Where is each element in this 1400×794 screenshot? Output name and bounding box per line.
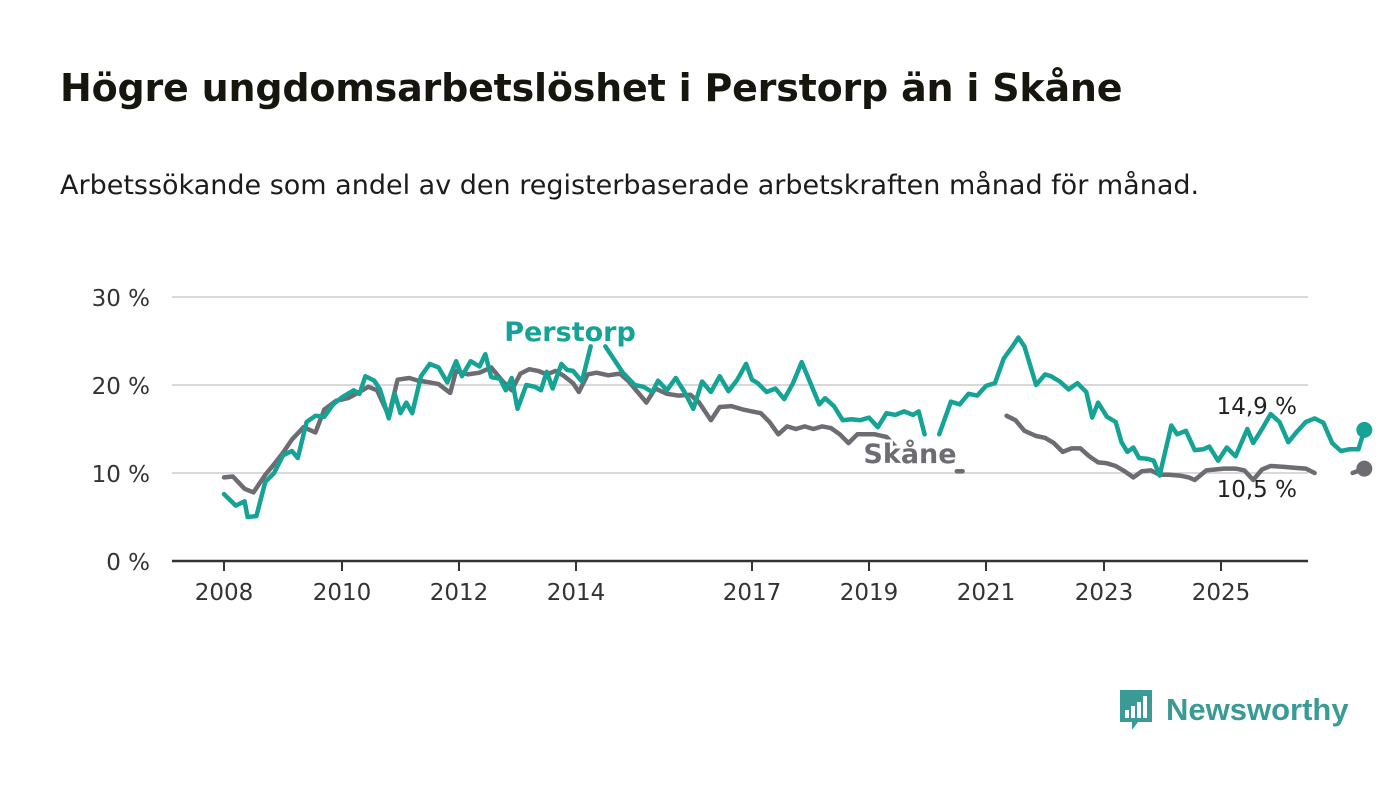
x-tick-label: 2019 <box>840 580 899 606</box>
y-tick-label: 20 % <box>92 374 150 400</box>
x-tick-label: 2012 <box>430 580 489 606</box>
x-tick-label: 2008 <box>195 580 254 606</box>
x-tick-label: 2017 <box>723 580 782 606</box>
brand-logo: Newsworthy <box>1118 688 1349 732</box>
y-axis-tick-labels: 0 % 10 % 20 % 30 % <box>92 286 150 576</box>
x-tick-label: 2025 <box>1192 580 1251 606</box>
skane-line <box>221 365 1367 495</box>
x-tick-label: 2010 <box>313 580 372 606</box>
gridlines <box>172 296 1308 563</box>
x-tick-label: 2021 <box>957 580 1016 606</box>
perstorp-line <box>221 335 1367 520</box>
end-label-skane: 10,5 % <box>1217 477 1297 503</box>
bar-chart-speech-bubble-icon <box>1120 690 1152 730</box>
brand-name: Newsworthy <box>1166 692 1349 727</box>
x-axis-ticks: 2008 2010 2012 2014 2017 2019 2021 2023 2025 <box>195 561 1251 606</box>
skane-end-point <box>1356 460 1373 477</box>
y-tick-label: 30 % <box>92 286 150 312</box>
series-lines <box>221 335 1373 520</box>
chart-subtitle: Arbetssökande som andel av den registerb… <box>60 170 1200 201</box>
end-label-perstorp: 14,9 % <box>1217 394 1297 420</box>
perstorp-end-point <box>1356 421 1373 438</box>
chart-title: Högre ungdomsarbetslöshet i Perstorp än … <box>60 66 1123 110</box>
y-tick-label: 0 % <box>106 550 150 576</box>
y-tick-label: 10 % <box>92 462 150 488</box>
series-name-perstorp: Perstorp <box>504 317 636 348</box>
x-tick-label: 2023 <box>1075 580 1134 606</box>
series-name-skane: Skåne <box>863 438 956 470</box>
x-tick-label: 2014 <box>547 580 606 606</box>
series-labels: Perstorp Skåne 14,9 % 10,5 % <box>501 314 1297 503</box>
